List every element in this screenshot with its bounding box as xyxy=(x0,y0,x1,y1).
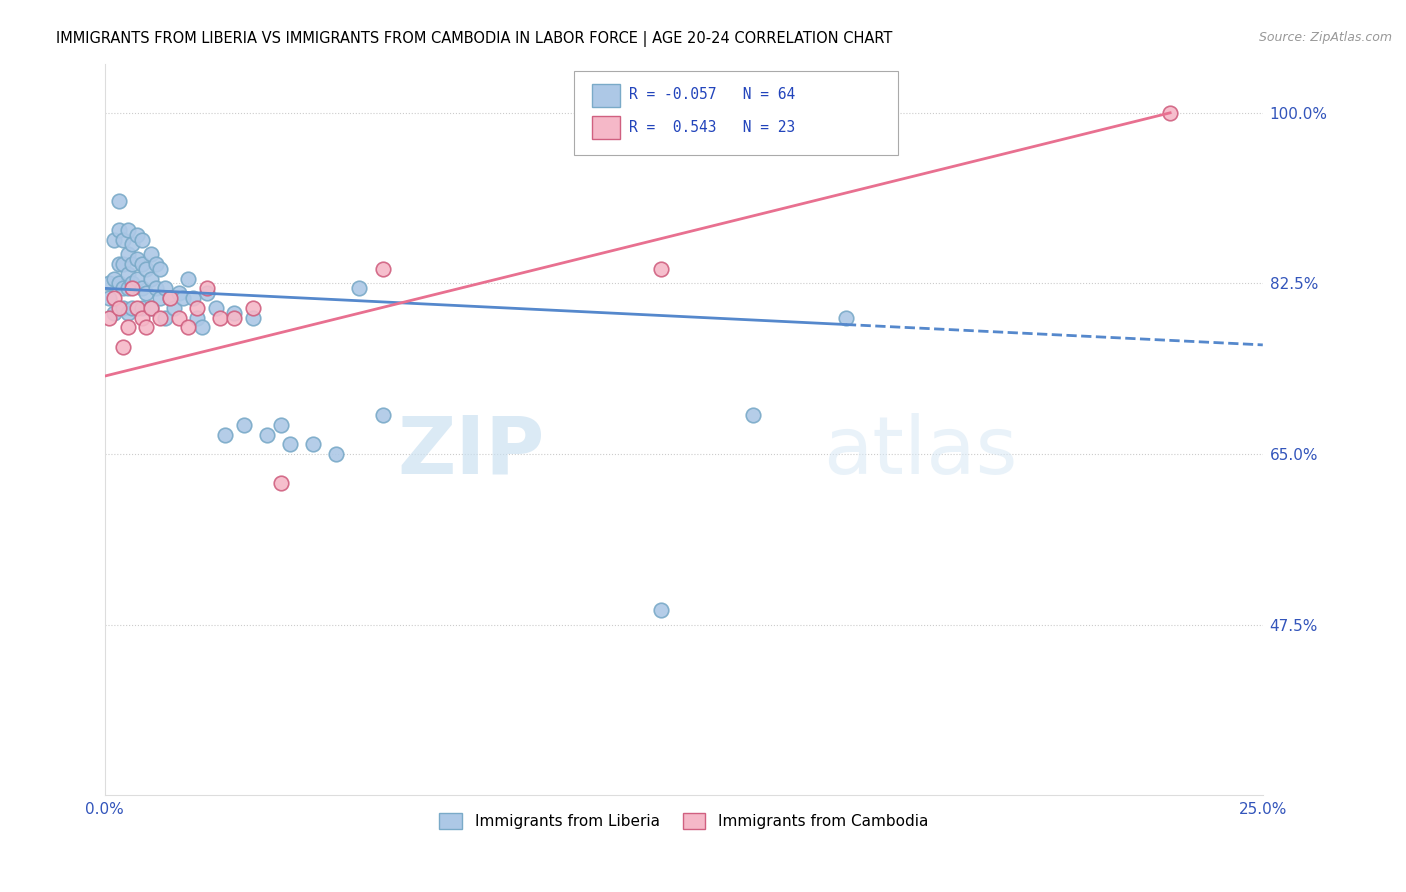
Point xyxy=(121,301,143,315)
Point xyxy=(127,301,149,315)
Point xyxy=(163,301,186,315)
Point xyxy=(103,291,125,305)
Point xyxy=(205,301,228,315)
Point xyxy=(149,310,172,325)
Point xyxy=(121,257,143,271)
Legend: Immigrants from Liberia, Immigrants from Cambodia: Immigrants from Liberia, Immigrants from… xyxy=(433,807,934,835)
Point xyxy=(107,257,129,271)
Point xyxy=(121,281,143,295)
Point xyxy=(112,281,135,295)
Point xyxy=(117,267,139,281)
Point xyxy=(742,408,765,422)
Point xyxy=(117,281,139,295)
FancyBboxPatch shape xyxy=(574,71,898,155)
Point xyxy=(103,306,125,320)
Point xyxy=(650,261,672,276)
Point xyxy=(139,247,162,261)
Point xyxy=(172,291,194,305)
Point xyxy=(139,301,162,315)
Text: Source: ZipAtlas.com: Source: ZipAtlas.com xyxy=(1258,31,1392,45)
Point xyxy=(650,603,672,617)
Point xyxy=(121,277,143,291)
Point xyxy=(181,291,204,305)
Point xyxy=(167,286,190,301)
Point xyxy=(256,427,278,442)
Point xyxy=(135,261,157,276)
Point xyxy=(112,233,135,247)
Point xyxy=(349,281,371,295)
Point xyxy=(177,320,200,334)
Text: R =  0.543   N = 23: R = 0.543 N = 23 xyxy=(630,120,796,136)
Point xyxy=(242,301,264,315)
Point xyxy=(112,257,135,271)
Point xyxy=(131,301,153,315)
Point xyxy=(135,320,157,334)
Point xyxy=(103,271,125,285)
FancyBboxPatch shape xyxy=(592,84,620,107)
Point xyxy=(127,227,149,242)
Point xyxy=(107,194,129,208)
Point xyxy=(224,306,246,320)
Point xyxy=(131,281,153,295)
Point xyxy=(131,233,153,247)
Point xyxy=(191,320,214,334)
Point xyxy=(371,261,394,276)
Point xyxy=(127,271,149,285)
Point xyxy=(107,223,129,237)
Point xyxy=(153,281,176,295)
Point xyxy=(135,286,157,301)
Text: R = -0.057   N = 64: R = -0.057 N = 64 xyxy=(630,87,796,103)
Point xyxy=(145,257,167,271)
Point xyxy=(209,310,232,325)
Point xyxy=(195,281,218,295)
Point xyxy=(117,306,139,320)
Point xyxy=(107,301,129,315)
Point xyxy=(139,301,162,315)
Point xyxy=(186,310,208,325)
Text: ZIP: ZIP xyxy=(398,413,544,491)
Point xyxy=(121,237,143,252)
Point xyxy=(270,476,292,491)
Point xyxy=(177,271,200,285)
Point xyxy=(214,427,236,442)
Point xyxy=(98,291,121,305)
Point xyxy=(139,271,162,285)
Point xyxy=(131,257,153,271)
Point xyxy=(149,291,172,305)
Point xyxy=(835,310,858,325)
Point xyxy=(232,417,254,432)
Point xyxy=(242,310,264,325)
Point xyxy=(112,301,135,315)
Point xyxy=(159,291,181,305)
Point xyxy=(186,301,208,315)
Point xyxy=(302,437,325,451)
Text: IMMIGRANTS FROM LIBERIA VS IMMIGRANTS FROM CAMBODIA IN LABOR FORCE | AGE 20-24 C: IMMIGRANTS FROM LIBERIA VS IMMIGRANTS FR… xyxy=(56,31,893,47)
Point xyxy=(167,310,190,325)
Point xyxy=(1159,105,1181,120)
Text: atlas: atlas xyxy=(823,413,1017,491)
FancyBboxPatch shape xyxy=(592,116,620,139)
Point xyxy=(107,277,129,291)
Point xyxy=(145,281,167,295)
Point xyxy=(270,417,292,432)
Point xyxy=(117,223,139,237)
Point xyxy=(325,447,347,461)
Point xyxy=(131,310,153,325)
Point xyxy=(98,310,121,325)
Point xyxy=(224,310,246,325)
Point xyxy=(159,291,181,305)
Point xyxy=(371,408,394,422)
Point xyxy=(127,252,149,266)
Point xyxy=(149,261,172,276)
Point xyxy=(278,437,301,451)
Point xyxy=(117,320,139,334)
Point xyxy=(98,277,121,291)
Point xyxy=(103,233,125,247)
Point xyxy=(153,310,176,325)
Point xyxy=(195,286,218,301)
Point xyxy=(112,340,135,354)
Point xyxy=(117,247,139,261)
